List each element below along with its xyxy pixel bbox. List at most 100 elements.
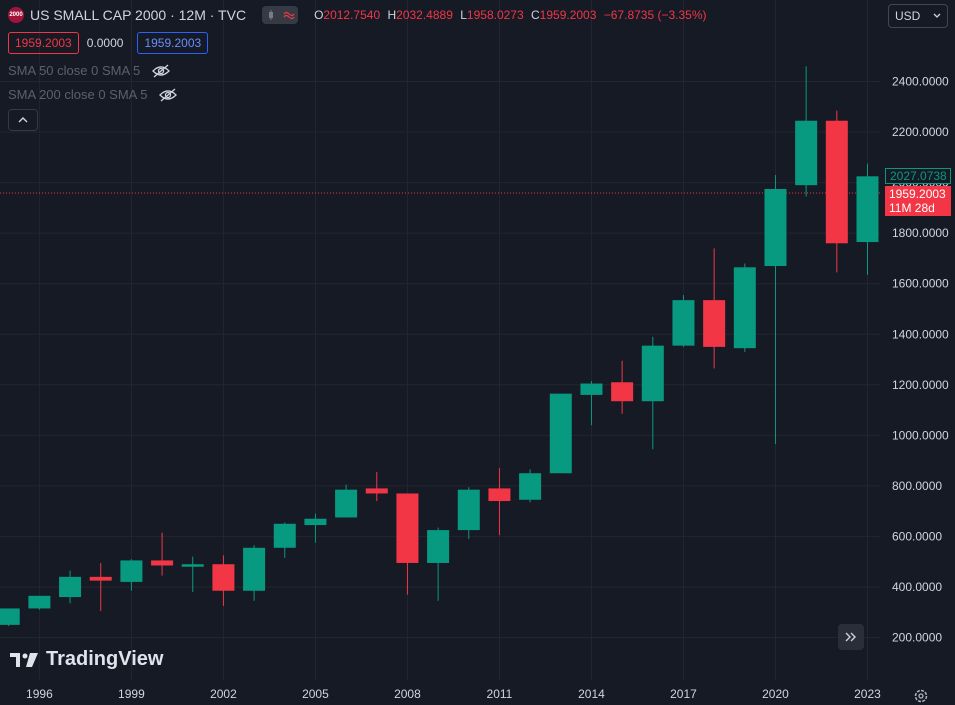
bid-button[interactable]: 1959.2003 [8, 32, 79, 54]
change-value: −67.8735 (−3.35%) [603, 8, 707, 22]
y-axis[interactable]: 200.0000 400.0000 600.0000 800.0000 1000.000… [892, 75, 949, 645]
eye-off-icon[interactable] [159, 88, 178, 102]
candle-body [641, 345, 664, 402]
candle-2005 [304, 513, 327, 543]
candle-2003 [243, 545, 266, 601]
indicator-label: SMA 200 close 0 SMA 5 [8, 87, 148, 102]
spread-value: 0.0000 [86, 36, 124, 50]
candle-body [825, 120, 848, 244]
symbol-actions[interactable] [262, 6, 299, 24]
y-tick-label: 1000.0000 [892, 428, 949, 442]
x-tick-label: 2023 [854, 687, 881, 701]
low-value: 1958.0273 [466, 8, 524, 22]
brand-name: TradingView [46, 648, 164, 670]
candle-2006 [335, 484, 358, 518]
candle-1995 [0, 608, 20, 627]
bid-ask-row: 1959.2003 0.0000 1959.2003 [8, 32, 216, 54]
candle-body [856, 176, 879, 243]
candle-body [365, 488, 388, 494]
x-tick-label: 2011 [487, 687, 513, 701]
x-axis[interactable]: 1996 1999 2002 2005 2008 2011 2014 2017 2020 2023 [26, 687, 881, 701]
symbol-logo[interactable]: 2000 [8, 7, 24, 23]
candle-1998 [89, 562, 112, 611]
collapse-legend-button[interactable] [8, 109, 38, 131]
y-tick-label: 400.0000 [892, 580, 942, 594]
candle-style-icon [268, 10, 273, 20]
y-tick-label: 600.0000 [892, 529, 942, 543]
candle-body [733, 267, 756, 349]
y-tick-label: 800.0000 [892, 479, 942, 493]
settings-gear-icon[interactable] [913, 688, 929, 704]
candle-2017 [672, 295, 695, 347]
candle-body [304, 518, 327, 526]
ohlc-values: O2012.7540 H2032.4889 L1958.0273 C1959.2… [314, 8, 707, 22]
symbol-legend: 2000 US SMALL CAP 2000 · 12M · TVC O2012… [8, 6, 711, 24]
candle-body [120, 560, 143, 582]
candle-2021 [795, 66, 818, 197]
candle-2007 [365, 471, 388, 502]
candle-body [181, 564, 204, 567]
x-tick-label: 1999 [118, 687, 145, 701]
candles [0, 66, 879, 627]
high-price-tag: 2027.0738 [885, 168, 951, 184]
y-tick-label: 2400.0000 [892, 75, 949, 89]
candle-2009 [427, 527, 450, 601]
x-tick-label: 2005 [302, 687, 329, 701]
tradingview-logo-icon [10, 652, 38, 667]
candle-2008 [396, 493, 419, 595]
candle-2015 [611, 360, 634, 414]
candle-body [151, 560, 174, 566]
current-price-value: 1959.2003 [889, 187, 946, 201]
symbol-title[interactable]: US SMALL CAP 2000 · 12M · TVC [30, 7, 247, 23]
candle-body [488, 488, 511, 502]
candle-body [212, 564, 235, 591]
candle-2012 [519, 469, 542, 503]
indicator-sma50[interactable]: SMA 50 close 0 SMA 5 [8, 63, 171, 78]
candle-body [549, 393, 572, 474]
candle-body [396, 493, 419, 563]
currency-select[interactable]: USD [888, 4, 948, 28]
candle-body [764, 188, 787, 267]
x-tick-label: 2008 [394, 687, 421, 701]
x-tick-label: 2002 [210, 687, 237, 701]
candle-body [611, 382, 634, 402]
x-tick-label: 2014 [578, 687, 605, 701]
indicator-label: SMA 50 close 0 SMA 5 [8, 63, 141, 78]
y-tick-label: 1200.0000 [892, 378, 949, 392]
currency-label: USD [895, 9, 921, 23]
candle-1996 [28, 595, 51, 610]
close-value: 1959.2003 [539, 8, 597, 22]
candle-2011 [488, 468, 511, 536]
x-tick-label: 2017 [670, 687, 697, 701]
y-tick-label: 1800.0000 [892, 226, 949, 240]
y-tick-label: 1600.0000 [892, 277, 949, 291]
compare-icon [283, 11, 295, 20]
candle-body [519, 473, 542, 500]
candle-body [59, 576, 82, 598]
current-price-tag: 1959.2003 11M 28d [885, 186, 951, 216]
indicator-sma200[interactable]: SMA 200 close 0 SMA 5 [8, 87, 178, 102]
candle-2019 [733, 263, 756, 352]
candle-body [243, 547, 266, 591]
y-tick-label: 200.0000 [892, 631, 942, 645]
candle-body [580, 383, 603, 395]
candle-body [427, 530, 450, 563]
tradingview-logo[interactable]: TradingView [10, 648, 163, 671]
candle-2000 [151, 532, 174, 576]
candle-body [335, 489, 358, 518]
high-value: 2032.4889 [396, 8, 453, 22]
candle-2023 [856, 163, 879, 275]
candle-2013 [549, 393, 572, 474]
chevron-up-icon [18, 117, 28, 123]
candle-body [273, 523, 296, 548]
open-value: 2012.7540 [323, 8, 381, 22]
chevron-down-icon [933, 13, 941, 18]
candle-2010 [457, 487, 480, 539]
candle-2016 [641, 336, 664, 450]
eye-off-icon[interactable] [152, 64, 171, 78]
scroll-to-realtime-button[interactable] [838, 624, 864, 650]
candle-2020 [764, 175, 787, 445]
candle-2022 [825, 110, 848, 273]
ask-button[interactable]: 1959.2003 [137, 32, 209, 54]
